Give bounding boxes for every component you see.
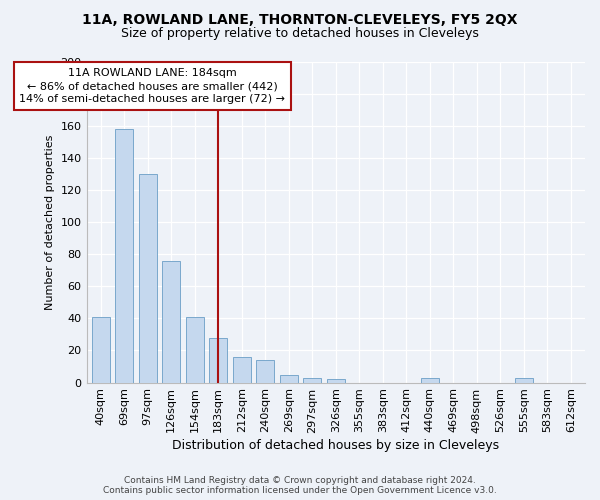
X-axis label: Distribution of detached houses by size in Cleveleys: Distribution of detached houses by size … bbox=[172, 440, 499, 452]
Bar bbox=[327, 380, 344, 382]
Text: Size of property relative to detached houses in Cleveleys: Size of property relative to detached ho… bbox=[121, 28, 479, 40]
Text: 11A, ROWLAND LANE, THORNTON-CLEVELEYS, FY5 2QX: 11A, ROWLAND LANE, THORNTON-CLEVELEYS, F… bbox=[82, 12, 518, 26]
Bar bbox=[209, 338, 227, 382]
Bar bbox=[92, 317, 110, 382]
Bar bbox=[280, 374, 298, 382]
Bar bbox=[163, 260, 180, 382]
Y-axis label: Number of detached properties: Number of detached properties bbox=[45, 134, 55, 310]
Bar bbox=[139, 174, 157, 382]
Bar bbox=[515, 378, 533, 382]
Text: Contains HM Land Registry data © Crown copyright and database right 2024.
Contai: Contains HM Land Registry data © Crown c… bbox=[103, 476, 497, 495]
Bar bbox=[304, 378, 321, 382]
Bar bbox=[115, 129, 133, 382]
Bar bbox=[233, 357, 251, 382]
Bar bbox=[186, 317, 203, 382]
Bar bbox=[421, 378, 439, 382]
Text: 11A ROWLAND LANE: 184sqm
← 86% of detached houses are smaller (442)
14% of semi-: 11A ROWLAND LANE: 184sqm ← 86% of detach… bbox=[19, 68, 286, 104]
Bar bbox=[256, 360, 274, 382]
